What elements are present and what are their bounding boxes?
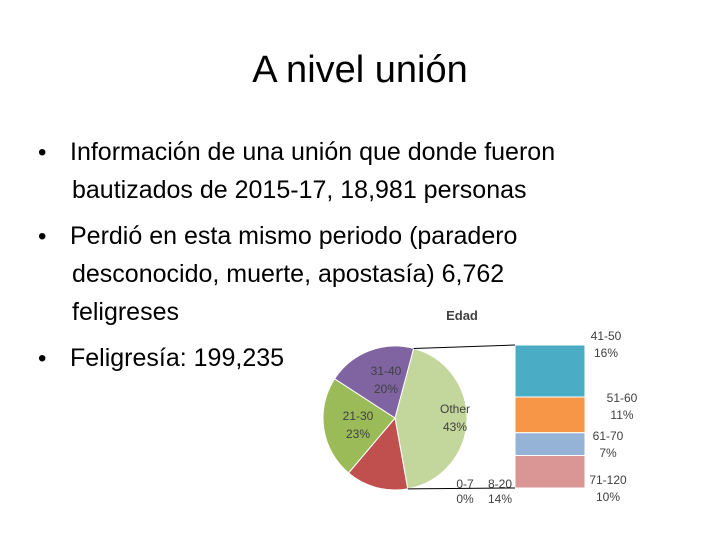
bar-value-label: 7% <box>599 446 617 460</box>
bullet-text: Perdió en esta mismo periodo (paradero <box>70 222 517 250</box>
pie-category-label: Other <box>440 402 470 416</box>
pie-category-label: 31-40 <box>371 364 402 378</box>
bar-category-label: 51-60 <box>607 391 638 405</box>
pie-value-label: 20% <box>374 382 398 396</box>
pie-value-label: 43% <box>443 420 467 434</box>
connector-line <box>407 487 516 490</box>
bar-segment <box>514 455 586 489</box>
bar-category-label: 41-50 <box>591 329 622 343</box>
bar-category-label: 71-120 <box>589 473 627 487</box>
pie-category-label: 21-30 <box>343 409 374 423</box>
bar-segment <box>514 396 586 434</box>
bullet-text: Información de una unión que donde fuero… <box>70 138 555 166</box>
bullet-marker: • <box>38 223 46 250</box>
bullet-text: Feligresía: 199,235 <box>70 344 284 372</box>
pie-slice <box>394 347 468 490</box>
connector-line <box>413 344 516 349</box>
pie-category-label: 0-7 <box>456 477 474 491</box>
bar-value-label: 16% <box>594 346 618 360</box>
bullet-list: • Información de una unión que donde fuer… <box>38 138 555 372</box>
pie-slice <box>322 378 396 474</box>
bar-value-label: 11% <box>610 408 633 422</box>
bullet-text: feligreses <box>72 298 179 326</box>
pie-value-label: 23% <box>346 427 370 441</box>
bullet-marker: • <box>38 139 46 166</box>
pie-slice <box>347 416 409 491</box>
bar-value-label: 10% <box>596 490 620 504</box>
bar-segment <box>514 344 586 398</box>
bar-category-label: 61-70 <box>593 429 624 443</box>
pie-value-label: 0% <box>456 492 474 506</box>
slide-title: A nivel unión <box>252 49 468 91</box>
pie-value-label: 14% <box>488 492 512 506</box>
bullet-marker: • <box>38 345 46 372</box>
pie-slice <box>333 345 415 419</box>
bar-segment <box>514 432 586 456</box>
pie-category-label: 8-20 <box>488 477 512 491</box>
chart-title: Edad <box>446 308 478 323</box>
bullet-text: desconocido, muerte, apostasía) 6,762 <box>72 260 504 288</box>
bullet-text: bautizados de 2015-17, 18,981 personas <box>72 176 527 204</box>
